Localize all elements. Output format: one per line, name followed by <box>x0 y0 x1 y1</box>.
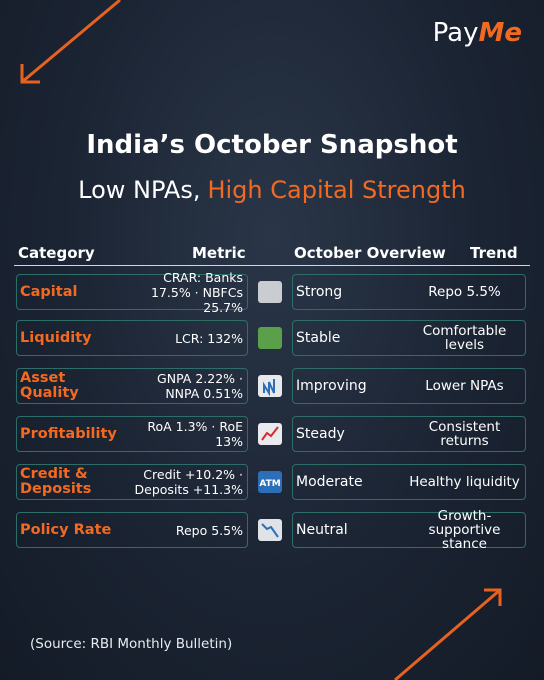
subtitle-plain: Low NPAs, <box>78 176 201 204</box>
category: Asset Quality <box>20 370 79 401</box>
source: (Source: RBI Monthly Bulletin) <box>30 636 233 652</box>
row-left: Credit & Deposits Credit +10.2% · Deposit… <box>16 464 248 500</box>
category: Credit & Deposits <box>20 466 92 497</box>
trend: Healthy liquidity <box>409 474 520 490</box>
overview: Improving <box>296 378 367 394</box>
category: Capital <box>20 283 78 300</box>
trend: Consistent returns <box>428 419 501 449</box>
metric: GNPA 2.22% · NNPA 0.51% <box>157 371 243 401</box>
icon-bg <box>258 327 282 349</box>
header-rule <box>14 265 530 266</box>
trend: Comfortable levels <box>422 323 507 353</box>
row-left: Profitability RoA 1.3% · RoE 13% <box>16 416 248 452</box>
metric: RoA 1.3% · RoE 13% <box>147 419 243 449</box>
category: Liquidity <box>20 329 92 346</box>
logo-accent: Me <box>478 18 522 48</box>
overview: Stable <box>296 330 341 346</box>
row-left: Liquidity LCR: 132% <box>16 320 248 356</box>
overview: Moderate <box>296 474 363 490</box>
trend: Lower NPAs <box>425 378 504 394</box>
icon-label: ATM <box>259 479 280 489</box>
logo-text: Pay <box>432 18 479 48</box>
category: Policy Rate <box>20 521 112 538</box>
icon-line <box>261 426 279 441</box>
column-header: Trend <box>470 244 518 262</box>
subtitle-highlight: High Capital Strength <box>207 176 466 204</box>
row-left: Capital CRAR: Banks 17.5% · NBFCs 25.7% <box>16 270 248 315</box>
column-header: Metric <box>192 244 246 262</box>
icon-bg <box>258 281 282 303</box>
icon-line <box>261 523 279 538</box>
row-right: Steady Consistent returns <box>292 416 526 452</box>
icon <box>258 375 282 397</box>
overview: Strong <box>296 284 343 300</box>
trend: Growth-supportive stance <box>428 508 501 552</box>
icon-line <box>263 379 275 397</box>
column-header: Category <box>18 244 95 262</box>
metric: Credit +10.2% · Deposits +11.3% <box>134 467 243 497</box>
row-right: Moderate Healthy liquidity <box>292 464 526 500</box>
row-left: Asset Quality GNPA 2.22% · NNPA 0.51% <box>16 368 248 404</box>
metric: LCR: 132% <box>175 330 243 346</box>
row-right: Strong Repo 5.5% <box>292 274 526 310</box>
row-right: Neutral Growth-supportive stance <box>292 508 526 552</box>
icon <box>258 281 282 303</box>
icon-bg <box>258 471 282 493</box>
logo: PayMe <box>433 18 522 48</box>
row-right: Improving Lower NPAs <box>292 368 526 404</box>
column-header: October Overview <box>294 244 446 262</box>
subtitle: Low NPAs, High Capital Strength <box>0 176 544 204</box>
overview: Neutral <box>296 522 348 538</box>
icon <box>258 423 282 445</box>
metric: Repo 5.5% <box>175 522 243 538</box>
metric: CRAR: Banks 17.5% · NBFCs 25.7% <box>151 269 243 315</box>
overview: Steady <box>296 426 345 442</box>
trend: Repo 5.5% <box>428 284 501 300</box>
row-left: Policy Rate Repo 5.5% <box>16 512 248 548</box>
icon-bg <box>258 519 282 541</box>
row-right: Stable Comfortable levels <box>292 320 526 356</box>
title: India’s October Snapshot <box>86 130 458 160</box>
icon <box>258 519 282 541</box>
category: Profitability <box>20 425 117 442</box>
icon: ATM <box>258 471 282 493</box>
icon <box>258 327 282 349</box>
